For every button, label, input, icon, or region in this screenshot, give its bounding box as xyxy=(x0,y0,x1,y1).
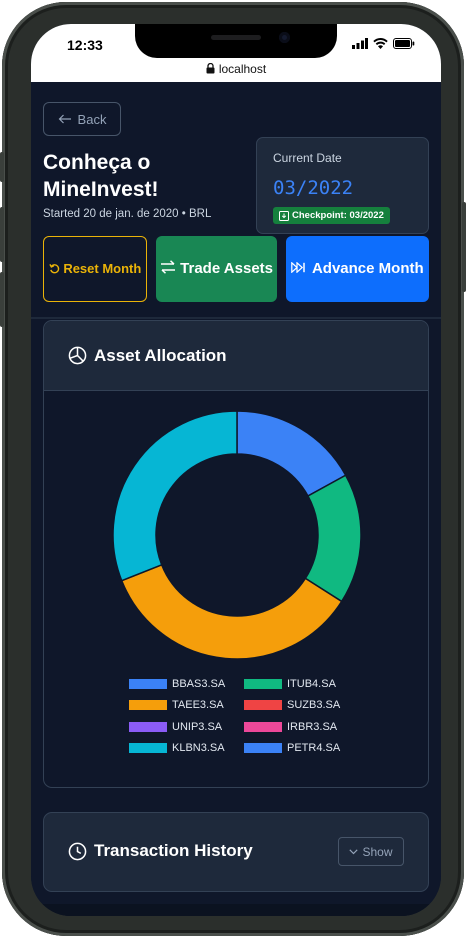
legend-item-unip3-sa[interactable]: UNIP3.SA xyxy=(129,721,244,733)
legend-swatch xyxy=(244,678,282,689)
asset-allocation-header: Asset Allocation xyxy=(44,321,428,391)
donut-slice-bbas3-sa[interactable] xyxy=(236,410,347,497)
legend-item-taee3-sa[interactable]: TAEE3.SA xyxy=(129,699,244,711)
status-bar: 12:33 localhost xyxy=(31,24,441,82)
allocation-donut-chart xyxy=(112,410,362,660)
reset-month-button[interactable]: Reset Month xyxy=(43,236,147,302)
show-transactions-button[interactable]: Show xyxy=(338,837,404,866)
legend-item-itub4-sa[interactable]: ITUB4.SA xyxy=(244,678,359,690)
signal-icon xyxy=(352,38,368,49)
donut-slice-taee3-sa[interactable] xyxy=(120,563,343,660)
clock-icon xyxy=(68,842,87,860)
donut-slice-klbn3-sa[interactable] xyxy=(112,410,238,582)
legend-swatch xyxy=(244,721,282,732)
legend-row: TAEE3.SA SUZB3.SA xyxy=(129,695,359,717)
rotate-ccw-icon xyxy=(49,264,59,274)
page-title: Conheça o MineInvest! xyxy=(43,151,159,201)
page-subtitle: Started 20 de jan. de 2020 • BRL xyxy=(43,208,212,220)
bottom-safe-area xyxy=(31,904,441,916)
arrow-left-icon xyxy=(58,114,71,124)
legend-swatch xyxy=(244,743,282,754)
fast-forward-icon xyxy=(291,261,306,274)
current-date-value: 03/2022 xyxy=(273,177,354,199)
donut-slice-itub4-sa[interactable] xyxy=(304,474,362,603)
current-date-label: Current Date xyxy=(273,151,342,165)
legend-row: UNIP3.SA IRBR3.SA xyxy=(129,716,359,738)
chevron-down-icon xyxy=(349,848,359,854)
trade-assets-button[interactable]: Trade Assets xyxy=(156,236,277,302)
pie-chart-icon xyxy=(68,346,87,365)
legend-label: UNIP3.SA xyxy=(172,720,223,733)
legend-row: BBAS3.SA ITUB4.SA xyxy=(129,673,359,695)
legend-item-petr4-sa[interactable]: PETR4.SA xyxy=(244,742,359,754)
legend-label: ITUB4.SA xyxy=(287,677,336,690)
phone-side-button xyxy=(0,152,4,182)
back-button[interactable]: Back xyxy=(43,102,121,136)
show-transactions-label: Show xyxy=(362,844,393,859)
legend-swatch xyxy=(129,700,167,711)
checkpoint-badge: Checkpoint: 03/2022 xyxy=(273,207,390,224)
legend-item-irbr3-sa[interactable]: IRBR3.SA xyxy=(244,721,359,733)
url-text: localhost xyxy=(218,62,267,76)
current-date-card: Current Date 03/2022 Checkpoint: 03/2022 xyxy=(256,137,429,234)
lock-icon xyxy=(206,63,215,74)
back-label: Back xyxy=(77,111,107,127)
legend-item-bbas3-sa[interactable]: BBAS3.SA xyxy=(129,678,244,690)
reset-month-label: Reset Month xyxy=(63,261,142,276)
legend-label: KLBN3.SA xyxy=(172,742,225,755)
status-icons xyxy=(352,38,415,49)
transaction-history-header: Transaction History xyxy=(68,841,253,861)
asset-allocation-title: Asset Allocation xyxy=(94,345,227,365)
address-bar[interactable]: localhost xyxy=(31,62,441,76)
app-content: Back Conheça o MineInvest! Started 20 de… xyxy=(31,82,441,916)
legend-row: KLBN3.SA PETR4.SA xyxy=(129,738,359,760)
legend-label: PETR4.SA xyxy=(287,742,341,755)
legend-swatch xyxy=(129,743,167,754)
phone-volume-down xyxy=(0,272,4,327)
trade-assets-label: Trade Assets xyxy=(180,260,273,277)
checkpoint-text: Checkpoint: 03/2022 xyxy=(292,210,384,221)
legend-label: TAEE3.SA xyxy=(172,699,224,712)
speaker xyxy=(211,35,261,40)
wifi-icon xyxy=(373,38,388,49)
phone-power-button xyxy=(462,202,466,292)
transaction-history-title: Transaction History xyxy=(94,841,253,860)
legend-swatch xyxy=(129,678,167,689)
legend-label: SUZB3.SA xyxy=(287,699,341,712)
battery-icon xyxy=(393,38,415,49)
status-time: 12:33 xyxy=(67,37,103,53)
legend-item-suzb3-sa[interactable]: SUZB3.SA xyxy=(244,699,359,711)
advance-month-label: Advance Month xyxy=(311,260,424,277)
legend-swatch xyxy=(244,700,282,711)
legend-label: IRBR3.SA xyxy=(287,720,338,733)
allocation-legend: BBAS3.SA ITUB4.SA TAEE3.SA SUZB3.SA UNIP3.SA… xyxy=(129,673,359,759)
section-divider xyxy=(31,317,441,319)
save-icon xyxy=(279,210,289,221)
legend-label: BBAS3.SA xyxy=(172,677,226,690)
transaction-history-card: Transaction History Show xyxy=(43,812,429,892)
arrows-exchange-icon xyxy=(161,260,175,274)
phone-volume-up xyxy=(0,207,4,262)
notch xyxy=(135,24,337,58)
asset-allocation-card: Asset Allocation BBAS3.SA ITUB4.SA TAEE3.S… xyxy=(43,320,429,788)
legend-swatch xyxy=(129,721,167,732)
legend-item-klbn3-sa[interactable]: KLBN3.SA xyxy=(129,742,244,754)
camera xyxy=(279,32,290,43)
screen: 12:33 localhost Back Conheça o MineInves… xyxy=(31,24,441,916)
advance-month-button[interactable]: Advance Month xyxy=(286,236,429,302)
